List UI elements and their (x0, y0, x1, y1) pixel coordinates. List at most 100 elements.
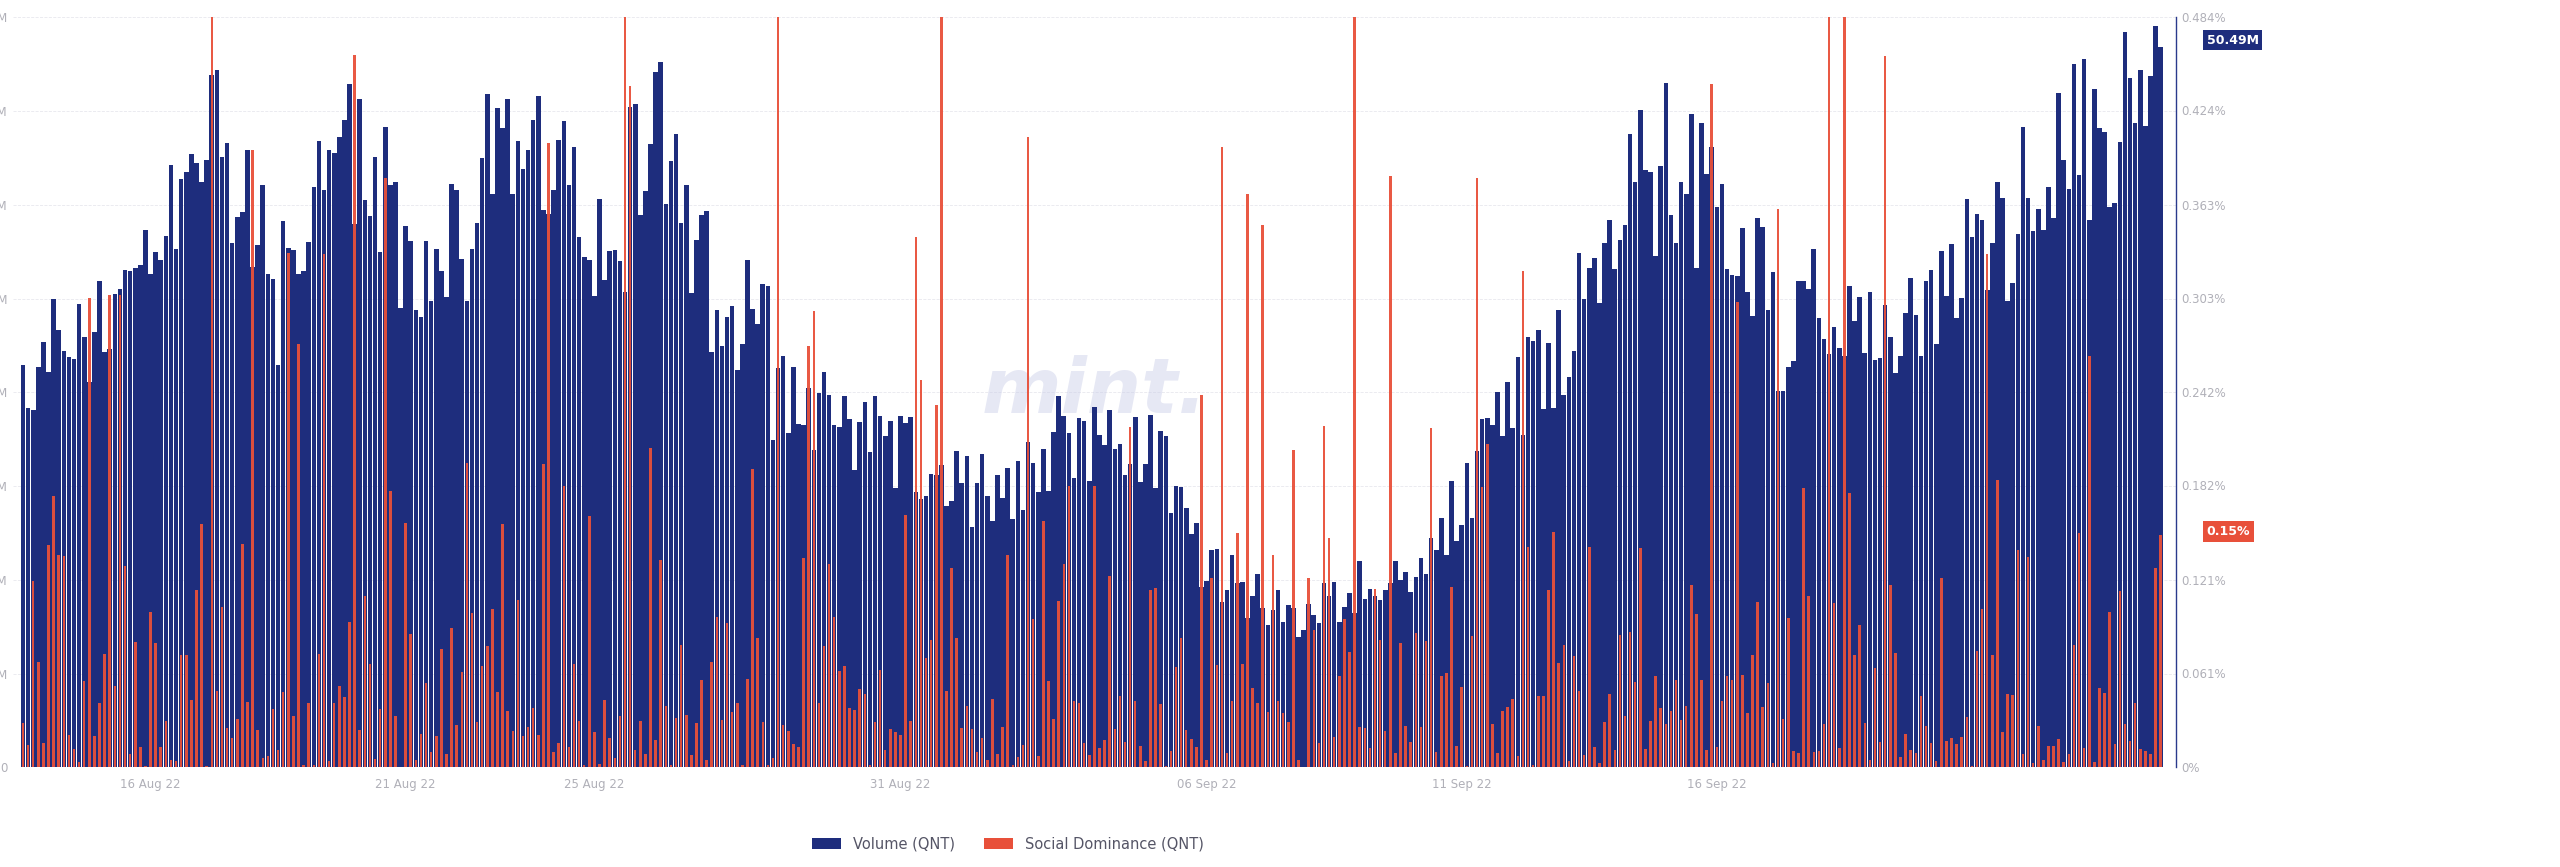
Bar (276, 365, 282, 767)
Bar (1953, 317, 1958, 767)
Bar (1766, 310, 1769, 767)
Bar (1705, 174, 1710, 767)
Bar (338, 136, 340, 767)
Bar (2097, 127, 2102, 767)
Bar (868, 452, 873, 767)
Bar (806, 388, 812, 767)
Bar (1664, 82, 1669, 767)
Bar (1879, 358, 1882, 767)
Bar (2030, 231, 2035, 767)
Bar (1521, 435, 1526, 767)
Bar (648, 144, 653, 767)
Bar (87, 382, 92, 767)
Bar (1874, 360, 1876, 767)
Bar (1526, 337, 1531, 767)
Bar (1638, 110, 1644, 767)
Bar (1449, 481, 1454, 767)
Bar (1649, 173, 1654, 767)
Bar (236, 217, 241, 767)
Bar (602, 280, 607, 767)
Bar (822, 372, 827, 767)
Bar (1139, 482, 1142, 767)
Bar (154, 252, 159, 767)
Bar (924, 496, 929, 767)
Bar (256, 245, 261, 767)
Bar (627, 107, 632, 767)
Bar (205, 160, 210, 767)
Bar (1155, 488, 1157, 767)
Bar (1193, 524, 1198, 767)
Bar (31, 410, 36, 767)
Bar (266, 274, 271, 767)
Bar (607, 251, 612, 767)
Bar (312, 187, 315, 767)
Bar (133, 268, 138, 767)
Bar (1843, 355, 1846, 767)
Bar (678, 223, 684, 767)
Bar (297, 273, 302, 767)
Bar (302, 271, 305, 767)
Bar (1459, 525, 1464, 767)
Bar (1047, 491, 1050, 767)
Bar (36, 367, 41, 767)
Bar (51, 299, 56, 767)
Bar (72, 359, 77, 767)
Bar (1510, 427, 1516, 767)
Bar (1902, 313, 1907, 767)
Bar (1884, 305, 1887, 767)
Bar (1224, 590, 1229, 767)
Bar (1428, 538, 1434, 767)
Bar (1295, 637, 1300, 767)
Bar (791, 368, 796, 767)
Text: 50.49M: 50.49M (2207, 34, 2258, 47)
Bar (750, 309, 755, 767)
Bar (1183, 508, 1188, 767)
Bar (847, 419, 852, 767)
Bar (1016, 461, 1021, 767)
Bar (1423, 574, 1428, 767)
Bar (1062, 415, 1065, 767)
Bar (77, 303, 82, 767)
Bar (1597, 303, 1603, 767)
Bar (1720, 184, 1725, 767)
Bar (1352, 613, 1357, 767)
Bar (61, 350, 67, 767)
Bar (755, 324, 760, 767)
Bar (2117, 142, 2122, 767)
Bar (230, 243, 236, 767)
Bar (1418, 558, 1423, 767)
Bar (1300, 630, 1306, 767)
Bar (164, 236, 169, 767)
Bar (128, 271, 133, 767)
Bar (1833, 327, 1836, 767)
Bar (1311, 616, 1316, 767)
Bar (1907, 278, 1912, 767)
Bar (745, 260, 750, 767)
Bar (384, 127, 387, 767)
Bar (282, 220, 287, 767)
Bar (1516, 357, 1521, 767)
Bar (955, 451, 960, 767)
Bar (1736, 277, 1741, 767)
Bar (328, 150, 330, 767)
Bar (704, 212, 709, 767)
Bar (637, 215, 643, 767)
Bar (1541, 408, 1546, 767)
Bar (1093, 407, 1096, 767)
Bar (1213, 549, 1219, 767)
Bar (2081, 59, 2086, 767)
Bar (1149, 415, 1152, 767)
Bar (468, 249, 474, 767)
Text: 0.15%: 0.15% (2207, 525, 2250, 538)
Bar (210, 75, 215, 767)
Bar (2061, 160, 2066, 767)
Bar (1923, 281, 1928, 767)
Bar (1994, 182, 1999, 767)
Bar (435, 249, 438, 767)
Bar (1336, 623, 1341, 767)
Bar (1052, 432, 1055, 767)
Bar (215, 70, 220, 767)
Bar (1969, 238, 1974, 767)
Bar (1239, 582, 1244, 767)
Bar (399, 308, 402, 767)
